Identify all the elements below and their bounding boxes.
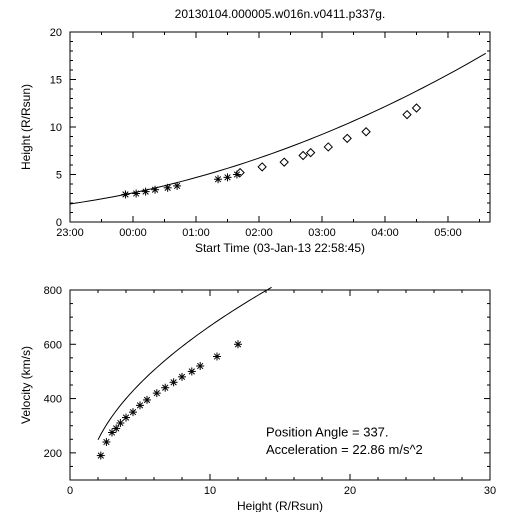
svg-text:0: 0 [67,485,73,497]
svg-text:03:00: 03:00 [308,227,336,239]
svg-text:05:00: 05:00 [434,227,462,239]
svg-text:00:00: 00:00 [119,227,147,239]
svg-text:800: 800 [44,285,62,297]
svg-text:20: 20 [344,485,356,497]
plot-svg: 20130104.000005.w016n.v0411.p337g. 0 5 10 15… [0,0,512,512]
svg-text:02:00: 02:00 [245,227,273,239]
chart-container: { "figure_title": "20130104.000005.w016n… [0,0,512,512]
svg-text:5: 5 [56,170,62,182]
svg-text:400: 400 [44,394,62,406]
svg-text:23:00: 23:00 [56,227,84,239]
svg-text:Acceleration = 22.86 m/s^2: Acceleration = 22.86 m/s^2 [266,442,423,457]
svg-text:Start Time (03-Jan-13 22:58:45: Start Time (03-Jan-13 22:58:45) [195,241,365,255]
svg-text:Velocity (km/s): Velocity (km/s) [19,346,33,424]
svg-text:10: 10 [204,485,216,497]
svg-text:20: 20 [50,27,62,39]
svg-text:10: 10 [50,122,62,134]
svg-text:Height (R/Rsun): Height (R/Rsun) [19,84,33,170]
svg-text:30: 30 [484,485,496,497]
svg-text:15: 15 [50,75,62,87]
svg-text:Height (R/Rsun): Height (R/Rsun) [237,499,323,512]
svg-text:01:00: 01:00 [182,227,210,239]
svg-text:04:00: 04:00 [371,227,399,239]
svg-text:Position Angle = 337.: Position Angle = 337. [266,425,389,440]
svg-text:20130104.000005.w016n.v0411.p3: 20130104.000005.w016n.v0411.p337g. [175,7,386,21]
svg-text:200: 200 [44,448,62,460]
svg-text:600: 600 [44,339,62,351]
